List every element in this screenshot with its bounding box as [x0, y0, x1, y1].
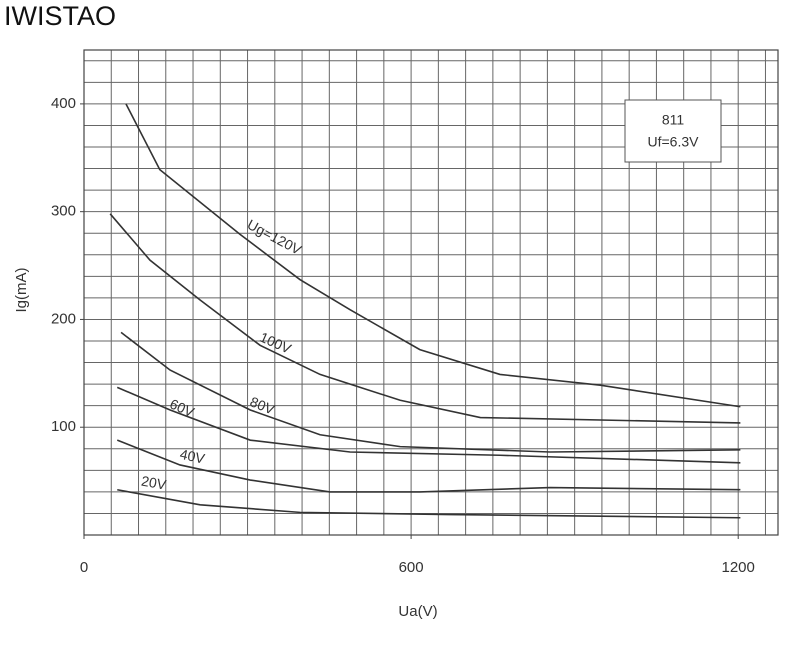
- curve: [117, 488, 741, 519]
- x-tick-label: 600: [399, 559, 424, 576]
- curve-label: 40V: [179, 446, 207, 467]
- curve: [109, 213, 741, 424]
- y-tick-label: 200: [51, 310, 76, 327]
- curve: [116, 439, 741, 493]
- y-tick-label: 100: [51, 418, 76, 435]
- x-axis-label: Ua(V): [398, 603, 437, 620]
- annotation-text: Uf=6.3V: [648, 134, 700, 150]
- y-tick-label: 300: [51, 203, 76, 220]
- y-axis-label: Ig(mA): [13, 267, 30, 312]
- x-tick-label: 0: [80, 559, 88, 576]
- y-tick-label: 400: [51, 95, 76, 112]
- brand: IWISTAO: [4, 1, 116, 31]
- x-tick-label: 1200: [722, 559, 755, 576]
- curve: [116, 386, 741, 464]
- curve: [125, 103, 741, 408]
- annotation-box: [624, 99, 722, 163]
- curve: [120, 331, 741, 453]
- curve-label: 20V: [140, 473, 168, 493]
- annotation-text: 811: [662, 112, 685, 128]
- curve-label: 80V: [248, 393, 278, 417]
- plot-frame: [83, 49, 779, 536]
